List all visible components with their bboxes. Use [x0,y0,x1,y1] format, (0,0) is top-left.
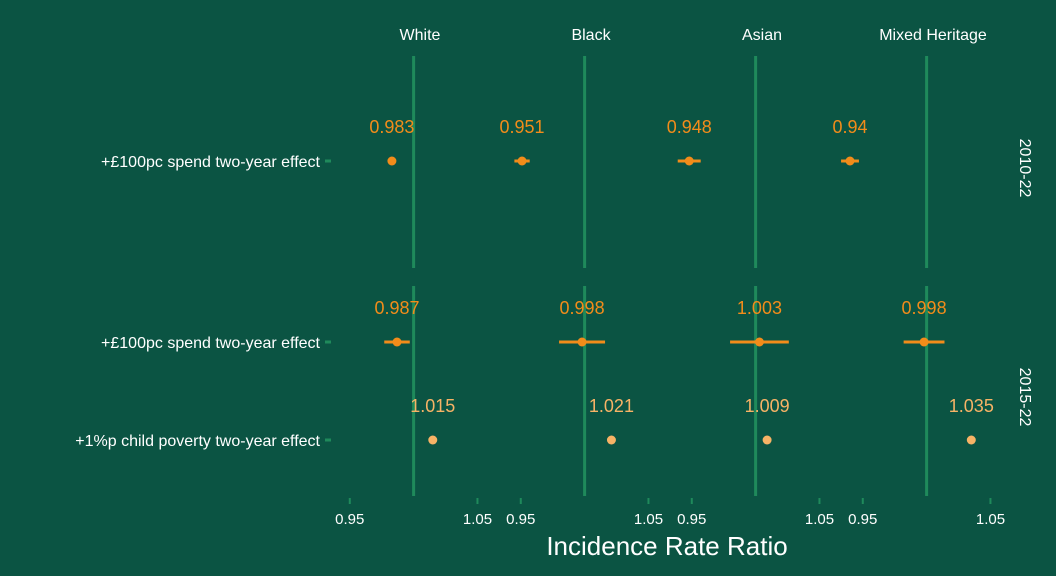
data-point-group: 0.987 [374,298,420,347]
x-tick-label: 0.95 [506,511,535,528]
data-marks: 0.983 0.951 0.948 0.94 0.987 0.998 1.003 0.998 1… [369,117,994,445]
data-label: 1.035 [949,396,994,416]
data-point-group: 1.035 [949,396,994,445]
data-point-group: 1.015 [410,396,455,445]
data-point-group: 1.009 [745,396,790,445]
data-point [845,156,855,166]
data-point [762,435,772,445]
data-label: 1.003 [737,298,782,318]
data-point [606,435,616,445]
facet-title: White [400,27,441,44]
facet-title: Asian [742,27,782,44]
data-label: 0.998 [560,298,605,318]
data-point-group: 0.998 [902,298,947,347]
x-tick-label: 1.05 [463,511,492,528]
data-point-group: 0.998 [559,298,606,347]
panel-strip-labels: 2010-22 2015-22 [1016,139,1033,427]
data-point [392,337,402,347]
x-tick-label: 1.05 [634,511,663,528]
data-label: 1.009 [745,396,790,416]
x-tick-label: 0.95 [677,511,706,528]
data-label: 1.015 [410,396,455,416]
x-axis-title: Incidence Rate Ratio [546,531,787,561]
data-point [387,156,397,166]
row-label: +£100pc spend two-year effect [101,154,321,171]
data-label: 0.998 [902,298,947,318]
data-point-group: 0.94 [832,117,868,166]
data-label: 0.951 [500,117,545,137]
facet-title: Mixed Heritage [879,27,987,44]
panel-strip-label: 2010-22 [1016,139,1033,198]
data-point [577,337,587,347]
data-point-group: 0.951 [500,117,545,166]
data-point [684,156,694,166]
facet-titles: White Black Asian Mixed Heritage [400,27,987,44]
data-point [428,435,438,445]
data-label: 0.987 [374,298,419,318]
data-point [754,337,764,347]
x-tick-label: 0.95 [848,511,877,528]
data-point [517,156,527,166]
data-point [919,337,929,347]
data-label: 1.021 [589,396,634,416]
row-labels: +£100pc spend two-year effect +£100pc spe… [75,154,331,450]
data-label: 0.983 [369,117,414,137]
x-tick-label: 1.05 [805,511,834,528]
data-label: 0.94 [832,117,867,137]
reference-lines [412,56,929,496]
data-point-group: 1.021 [589,396,634,445]
facet-title: Black [571,27,611,44]
x-tick-label: 1.05 [976,511,1005,528]
row-label: +1%p child poverty two-year effect [75,433,320,450]
data-point-group: 0.948 [667,117,712,166]
data-label: 0.948 [667,117,712,137]
data-point [966,435,976,445]
panel-strip-label: 2015-22 [1016,368,1033,427]
x-axis-ticks: 0.95 1.05 0.95 1.05 0.95 1.05 0.95 1.05 [335,498,1005,528]
x-tick-label: 0.95 [335,511,364,528]
data-point-group: 0.983 [369,117,414,166]
row-label: +£100pc spend two-year effect [101,335,321,352]
data-point-group: 1.003 [730,298,789,347]
